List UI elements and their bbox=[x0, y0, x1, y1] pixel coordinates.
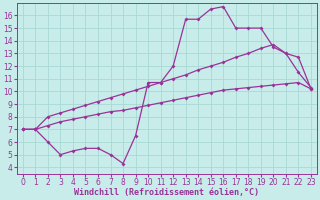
X-axis label: Windchill (Refroidissement éolien,°C): Windchill (Refroidissement éolien,°C) bbox=[74, 188, 260, 197]
